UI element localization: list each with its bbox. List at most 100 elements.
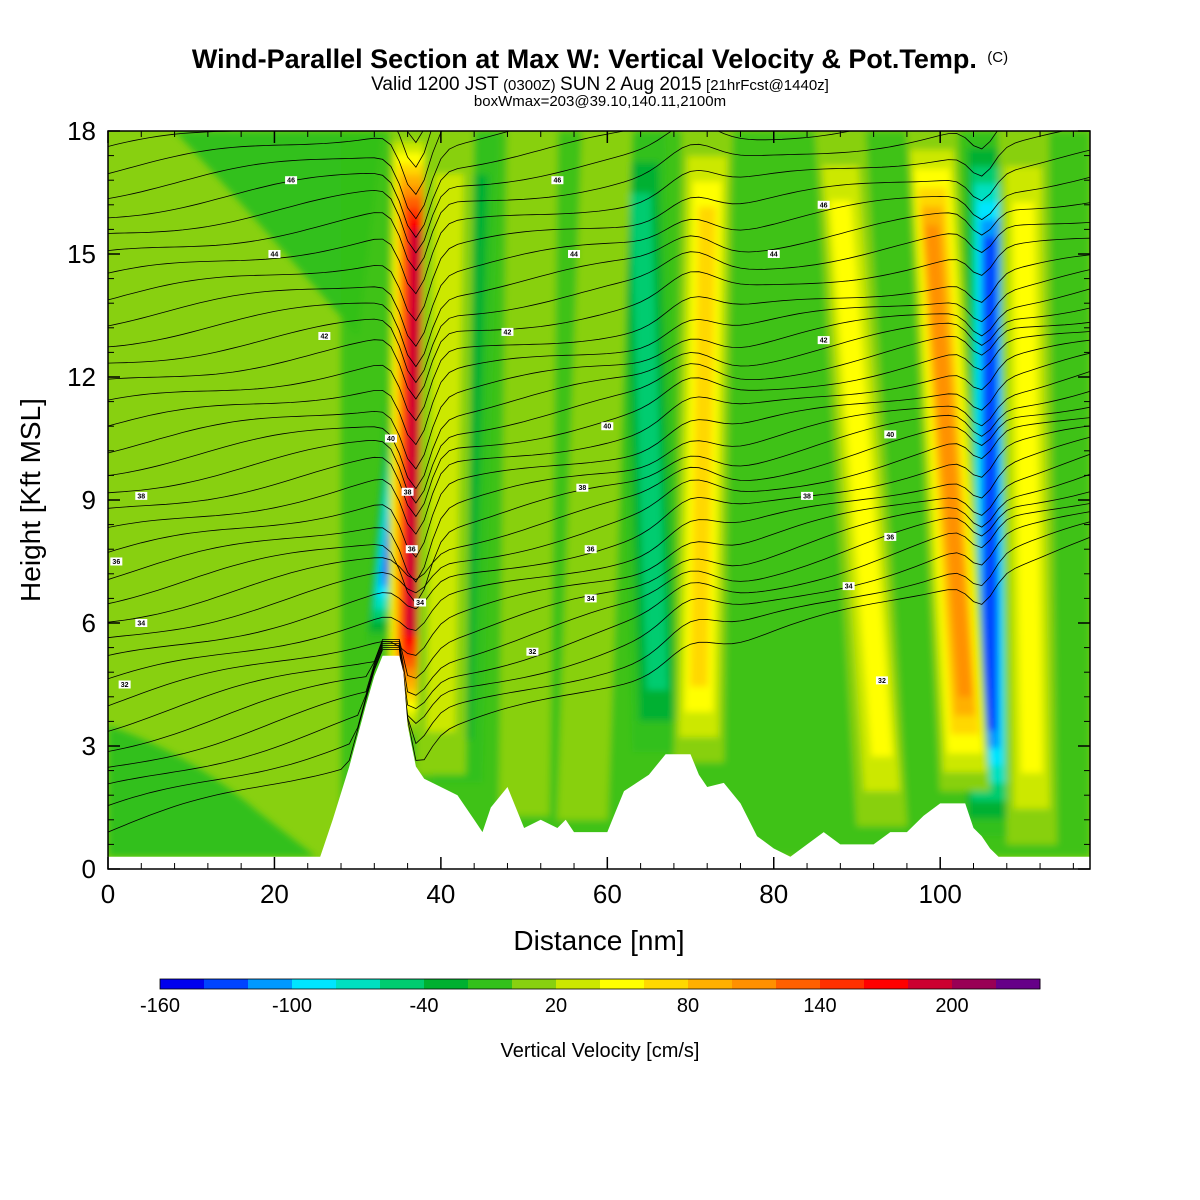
- theta-contour-label: 44: [268, 250, 281, 259]
- theta-contour-label-bg: [842, 582, 855, 591]
- updraft-band-6-level-5: [924, 225, 973, 697]
- theta-contour-label-text: 34: [137, 621, 145, 628]
- theta-contour-label-text: 38: [578, 485, 586, 492]
- theta-contour-label-text: 34: [845, 584, 853, 591]
- theta-contour-label-text: 32: [529, 649, 537, 656]
- theta-contour-label-bg: [401, 487, 414, 496]
- theta-contour-label-text: 36: [408, 547, 416, 554]
- theta-contour-6: [108, 453, 1090, 707]
- colorbar-swatch: [776, 979, 821, 989]
- colorbar-swatch: [248, 979, 293, 989]
- colorbar-swatch: [644, 979, 689, 989]
- theta-contour-30: [108, 131, 512, 220]
- y-tick-label: 12: [67, 362, 96, 392]
- terrain: [108, 655, 1090, 869]
- theta-contour-label-bg: [118, 680, 131, 689]
- theta-contour-18: [108, 288, 1090, 470]
- theta-contour-label-bg: [817, 336, 830, 345]
- theta-contour-label-text: 42: [504, 329, 512, 336]
- colorbar-swatch: [468, 979, 513, 989]
- theta-contour-label: 46: [285, 176, 298, 185]
- theta-contour-label-text: 42: [320, 334, 328, 341]
- y-tick-label: 3: [82, 731, 96, 761]
- colorbar-label: 80: [677, 995, 699, 1017]
- colorbar-label: 140: [803, 995, 836, 1017]
- y-tick-label: 18: [67, 116, 96, 146]
- colorbar-swatch: [688, 979, 733, 989]
- theta-contour-label-bg: [884, 430, 897, 439]
- theta-contour-label-text: 42: [820, 338, 828, 345]
- theta-contour-label: 38: [801, 491, 814, 500]
- theta-contour-label-text: 32: [878, 678, 886, 685]
- theta-contour-14: [108, 339, 1090, 535]
- terrain-mask: [108, 655, 1090, 869]
- updraft-band-5-level-2: [829, 200, 893, 757]
- theta-contour-label: 42: [817, 336, 830, 345]
- theta-contour-label: 38: [135, 491, 148, 500]
- theta-contour-label-bg: [526, 647, 539, 656]
- theta-contour-16: [108, 321, 1090, 504]
- theta-contour-3: [108, 503, 1090, 768]
- downdraft-band-1-level-6: [983, 236, 997, 731]
- theta-contour-label-bg: [285, 176, 298, 185]
- theta-contour-24: [108, 176, 1090, 348]
- x-tick-label: 20: [260, 879, 289, 909]
- theta-contour-label-text: 34: [416, 600, 424, 607]
- theta-contour-label: 42: [501, 327, 514, 336]
- upper-weak-downdraft: [174, 131, 383, 336]
- theta-contour-label-text: 32: [121, 682, 129, 689]
- chart-valid-line: Valid 1200 JST (0300Z) SUN 2 Aug 2015 [2…: [371, 74, 829, 95]
- theta-contour-label-text: 40: [603, 424, 611, 431]
- colorbar-swatch: [380, 979, 425, 989]
- theta-contour-labels: 32 34 36 38 40 42 44 46 38 36 34 42 46 44 40 38 36 34 32 44…: [110, 176, 897, 689]
- theta-contour-19: [108, 269, 1090, 446]
- y-tick-label: 9: [82, 485, 96, 515]
- theta-contour-label: 44: [767, 250, 780, 259]
- theta-contour-9: [108, 417, 1090, 639]
- theta-contour-label-text: 40: [886, 432, 894, 439]
- theta-contour-10: [108, 406, 1090, 623]
- theta-contour-label-bg: [817, 200, 830, 209]
- theta-contour-label: 36: [405, 545, 418, 554]
- colorbar-swatch: [996, 979, 1041, 989]
- theta-contour-label-bg: [414, 598, 427, 607]
- theta-contour-label-bg: [568, 250, 581, 258]
- colorbar-swatch: [204, 979, 249, 989]
- theta-contours: [108, 131, 1090, 833]
- theta-contour-28: [108, 131, 853, 254]
- theta-contour-label-text: 44: [570, 252, 578, 259]
- x-tick-label: 40: [426, 879, 455, 909]
- theta-contour-label-text: 46: [287, 178, 295, 185]
- theta-contour-7: [108, 436, 1090, 680]
- colorbar-label: -160: [140, 995, 180, 1017]
- plot-area: 32 34 36 38 40 42 44 46 38 36 34 42 46 44 40 38 36 34 32 44…: [108, 131, 1090, 869]
- theta-contour-29: [108, 131, 627, 239]
- colorbar-swatch: [732, 979, 777, 989]
- theta-contour-label-bg: [801, 491, 814, 500]
- theta-contour-26: [108, 131, 1066, 295]
- theta-contour-label: 40: [884, 430, 897, 439]
- updraft-band-1-level-1: [426, 173, 464, 732]
- theta-contour-label: 32: [875, 676, 888, 685]
- theta-contour-label: 36: [584, 545, 597, 554]
- theta-contour-label-text: 44: [770, 252, 778, 259]
- theta-contour-20: [108, 254, 1090, 422]
- colorbar-swatch: [512, 979, 557, 989]
- colorbar-label: -100: [272, 995, 312, 1017]
- theta-contour-2: [108, 511, 1090, 785]
- theta-contour-27: [108, 131, 998, 272]
- chart-title: Wind-Parallel Section at Max W: Vertical…: [192, 44, 1008, 74]
- colorbar-label: 20: [545, 995, 567, 1017]
- colorbar-label: -40: [410, 995, 439, 1017]
- y-tick-label: 0: [82, 854, 96, 884]
- theta-contour-label-text: 34: [587, 596, 595, 603]
- theta-contour-label-text: 38: [404, 489, 412, 496]
- theta-contour-label-text: 46: [820, 202, 828, 209]
- downdraft-band-3-level-2: [630, 193, 668, 691]
- theta-contour-label-text: 46: [553, 178, 561, 185]
- x-tick-label: 0: [101, 879, 115, 909]
- theta-contour-23: [108, 202, 1090, 368]
- theta-contour-label-text: 38: [803, 493, 811, 500]
- colorbar-swatch: [556, 979, 601, 989]
- theta-contour-label: 32: [118, 680, 131, 689]
